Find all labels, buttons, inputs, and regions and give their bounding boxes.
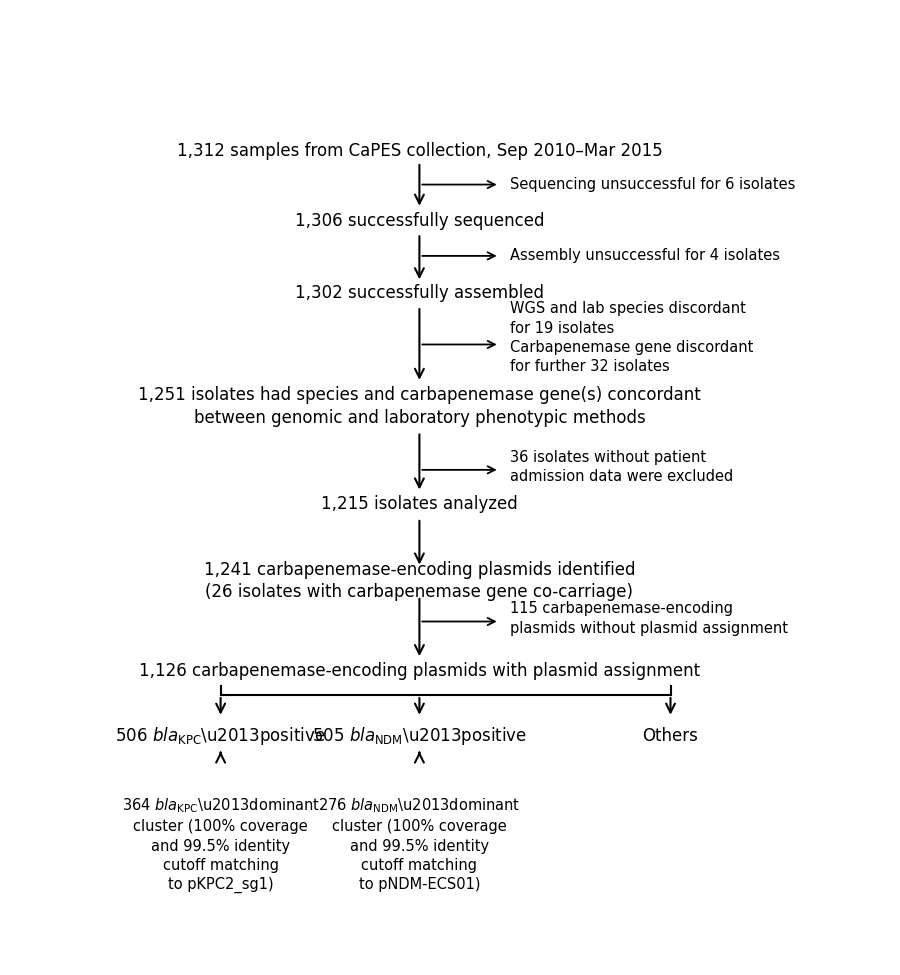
Text: 505 $\it{bla}_{\mathregular{NDM}}$\u2013positive: 505 $\it{bla}_{\mathregular{NDM}}$\u2013…: [311, 725, 527, 748]
Text: 1,126 carbapenemase-encoding plasmids with plasmid assignment: 1,126 carbapenemase-encoding plasmids wi…: [139, 662, 700, 680]
Text: WGS and lab species discordant
for 19 isolates
Carbapenemase gene discordant
for: WGS and lab species discordant for 19 is…: [510, 301, 753, 374]
Text: 506 $\it{bla}_{\mathregular{KPC}}$\u2013positive: 506 $\it{bla}_{\mathregular{KPC}}$\u2013…: [115, 725, 326, 748]
Text: 115 carbapenemase-encoding
plasmids without plasmid assignment: 115 carbapenemase-encoding plasmids with…: [510, 602, 788, 636]
Text: 36 isolates without patient
admission data were excluded: 36 isolates without patient admission da…: [510, 449, 734, 484]
Text: Sequencing unsuccessful for 6 isolates: Sequencing unsuccessful for 6 isolates: [510, 177, 796, 192]
Text: 1,306 successfully sequenced: 1,306 successfully sequenced: [294, 212, 544, 229]
Text: 276 $\it{bla}_{\mathregular{NDM}}$\u2013dominant
cluster (100% coverage
and 99.5: 276 $\it{bla}_{\mathregular{NDM}}$\u2013…: [319, 797, 520, 892]
Text: Others: Others: [643, 727, 698, 745]
Text: 364 $\it{bla}_{\mathregular{KPC}}$\u2013dominant
cluster (100% coverage
and 99.5: 364 $\it{bla}_{\mathregular{KPC}}$\u2013…: [122, 797, 320, 893]
Text: 1,215 isolates analyzed: 1,215 isolates analyzed: [321, 495, 518, 514]
Text: Assembly unsuccessful for 4 isolates: Assembly unsuccessful for 4 isolates: [510, 249, 780, 263]
Text: 1,312 samples from CaPES collection, Sep 2010–Mar 2015: 1,312 samples from CaPES collection, Sep…: [176, 141, 662, 160]
Text: 1,302 successfully assembled: 1,302 successfully assembled: [295, 285, 544, 302]
Text: 1,241 carbapenemase-encoding plasmids identified
(26 isolates with carbapenemase: 1,241 carbapenemase-encoding plasmids id…: [203, 561, 635, 602]
Text: 1,251 isolates had species and carbapenemase gene(s) concordant
between genomic : 1,251 isolates had species and carbapene…: [138, 386, 701, 427]
